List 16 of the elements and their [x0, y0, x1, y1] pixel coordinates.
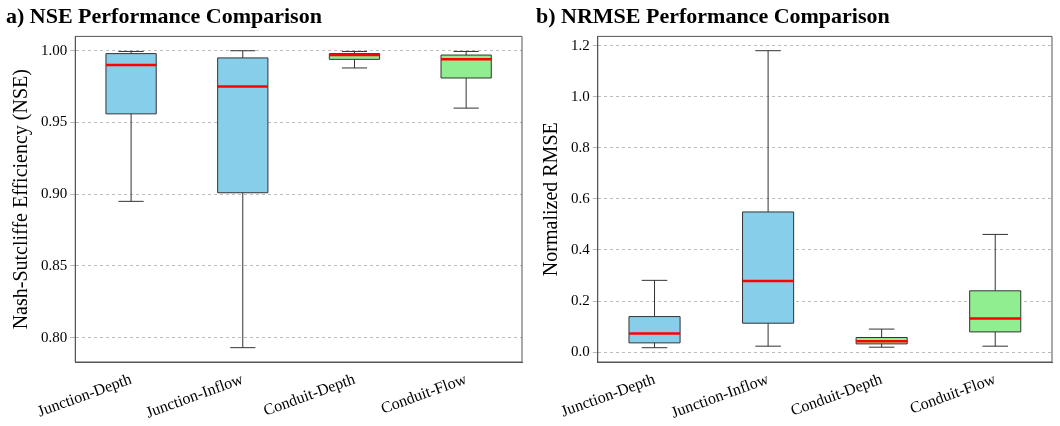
chart-title: b) NRMSE Performance Comparison — [536, 2, 890, 28]
y-tick-label: 0.0 — [571, 342, 590, 359]
y-tick-label: 0.80 — [41, 328, 68, 345]
y-tick-label: 0.85 — [41, 256, 68, 273]
y-axis-title: Nash-Sutcliffe Efficiency (NSE) — [9, 69, 33, 330]
y-tick-label: 0.2 — [571, 291, 590, 308]
y-tick-label: 1.00 — [41, 41, 68, 58]
y-tick-label: 0.8 — [571, 138, 590, 155]
y-tick-label: 0.95 — [41, 113, 68, 130]
y-axis-title: Normalized RMSE — [539, 122, 562, 277]
y-tick-label: 0.6 — [571, 189, 591, 206]
chart-title: a) NSE Performance Comparison — [6, 2, 322, 28]
y-tick-label: 1.0 — [571, 87, 590, 104]
y-tick-label: 1.2 — [571, 36, 590, 53]
y-tick-label: 0.90 — [41, 185, 68, 202]
y-tick-label: 0.4 — [571, 240, 591, 257]
